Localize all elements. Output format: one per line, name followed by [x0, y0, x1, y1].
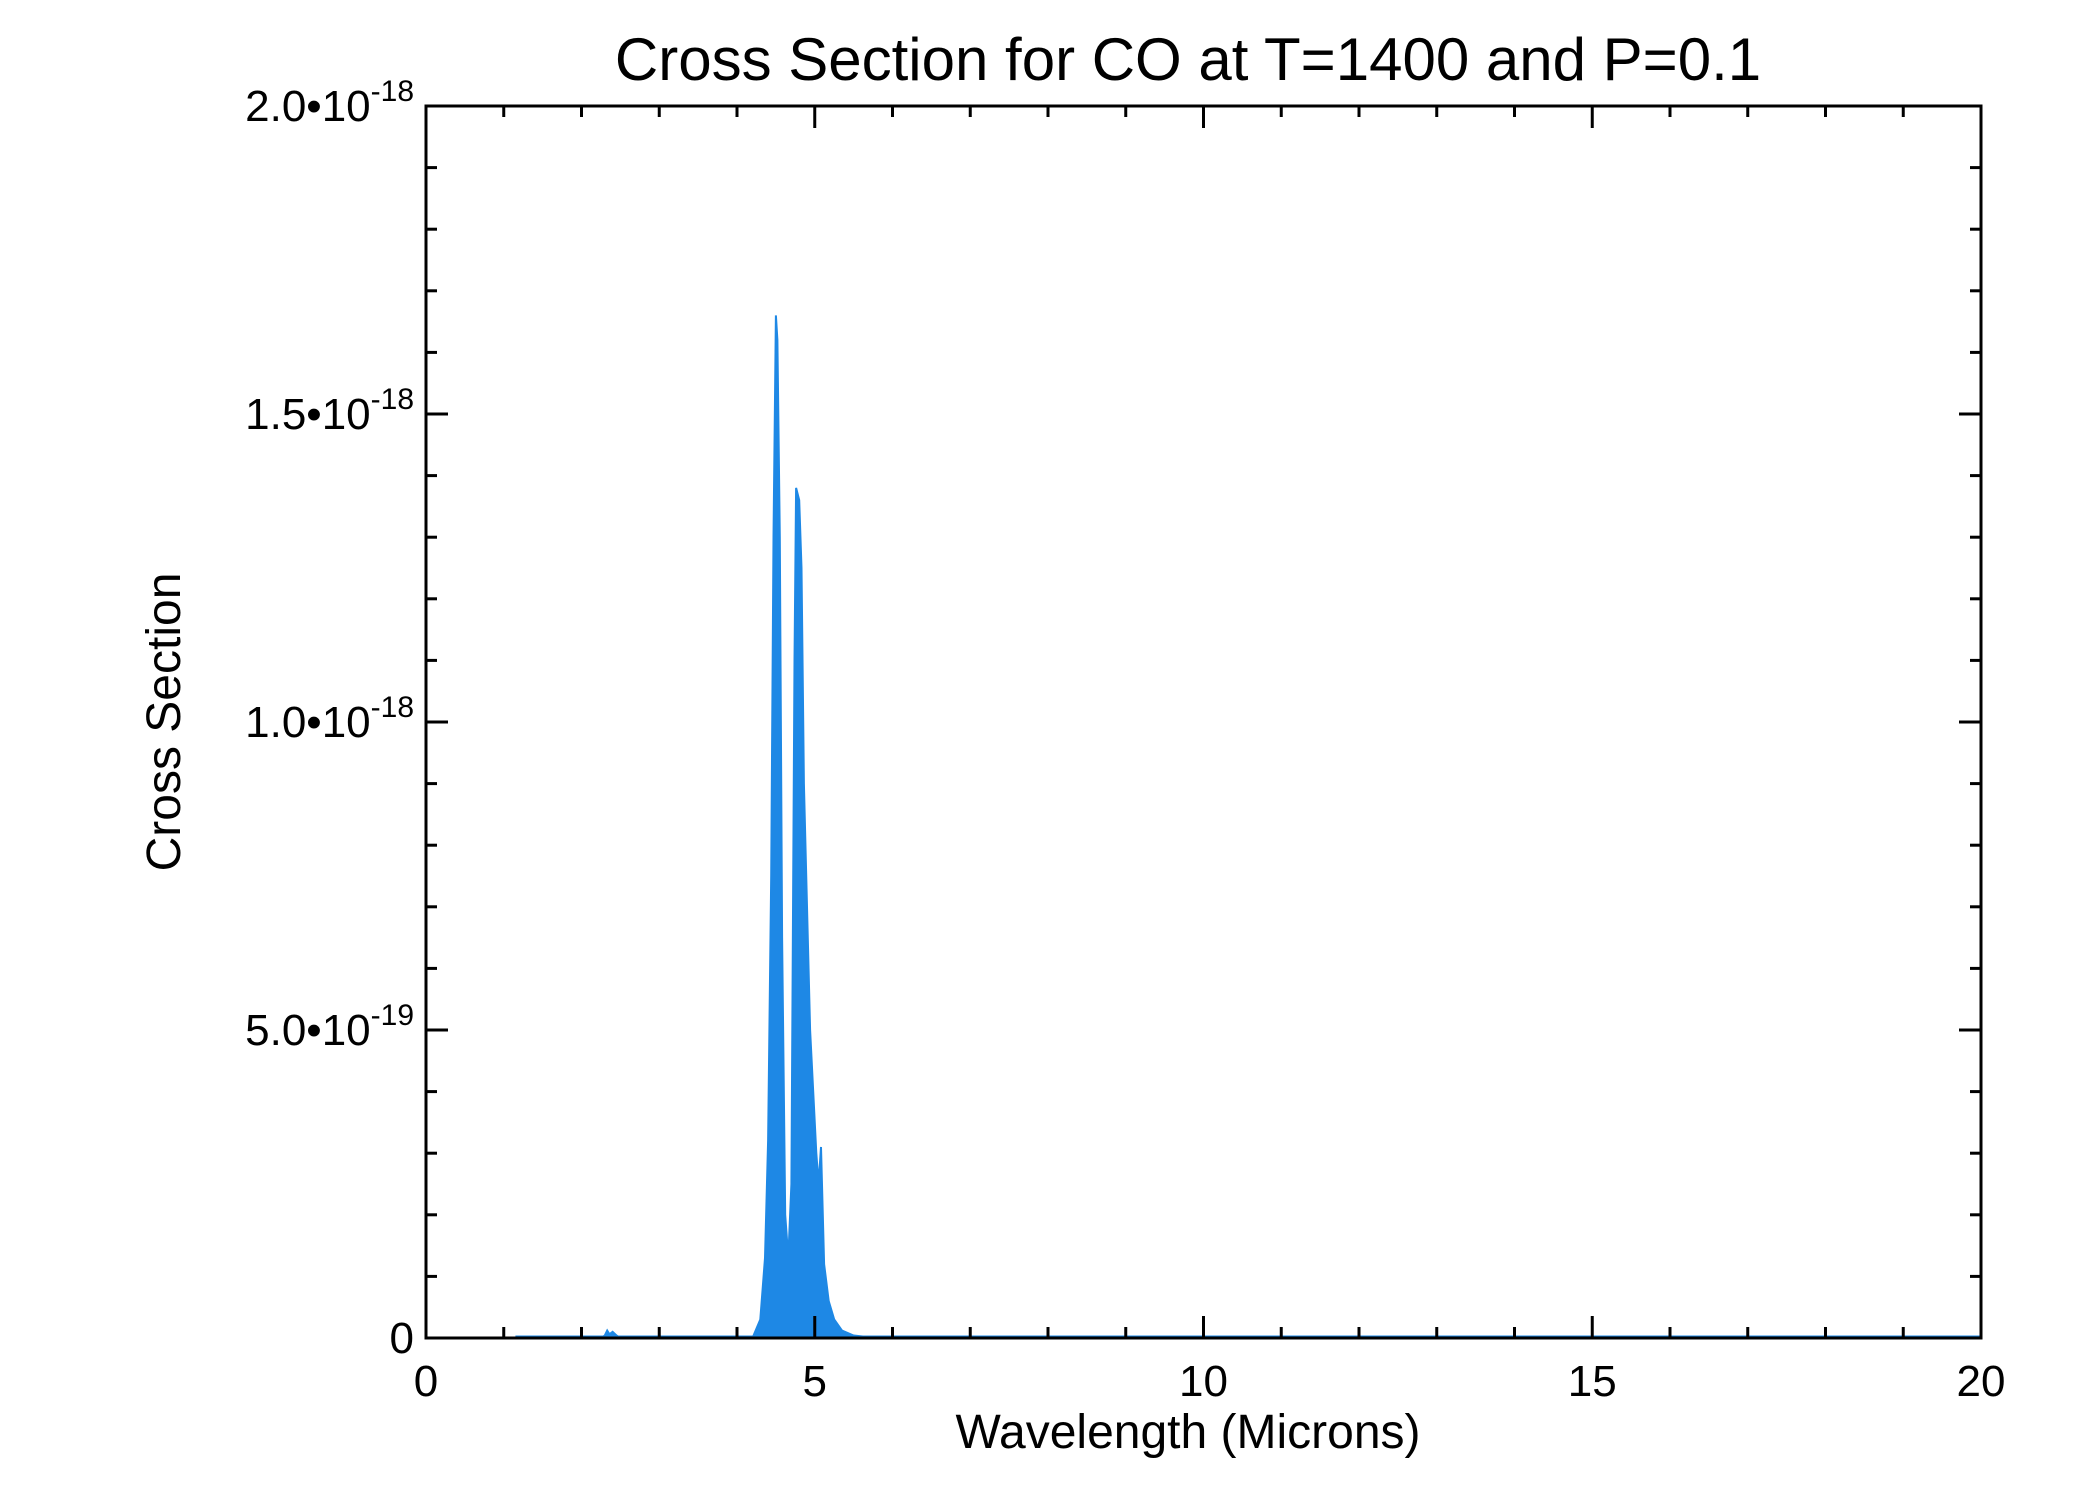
y-tick-label: 0 [390, 1314, 414, 1363]
x-tick-label: 10 [1179, 1357, 1228, 1406]
y-tick-label: 2.0•10-18 [245, 75, 414, 131]
x-tick-label: 15 [1568, 1357, 1617, 1406]
series-area-0 [515, 315, 1981, 1339]
y-tick-label: 1.0•10-18 [245, 691, 414, 747]
y-tick-label: 5.0•10-19 [245, 999, 414, 1055]
x-axis-label: Wavelength (Microns) [955, 1406, 1420, 1459]
data-layer [515, 315, 1981, 1339]
y-axis-label: Cross Section [138, 573, 191, 872]
plot-frame [424, 104, 1983, 1340]
y-tick-label: 1.5•10-18 [245, 383, 414, 439]
x-tick-label: 5 [803, 1357, 827, 1406]
tick-label-layer: 0 5 10 15 20 0 5.0•10-19 1.0•10-18 1.5•10-18 2.0•… [245, 75, 2005, 1406]
x-tick-label: 20 [1957, 1357, 2006, 1406]
chart-title: Cross Section for CO at T=1400 and P=0.1 [615, 26, 1761, 93]
tick-layer [424, 104, 1983, 1340]
x-tick-label: 0 [414, 1357, 438, 1406]
